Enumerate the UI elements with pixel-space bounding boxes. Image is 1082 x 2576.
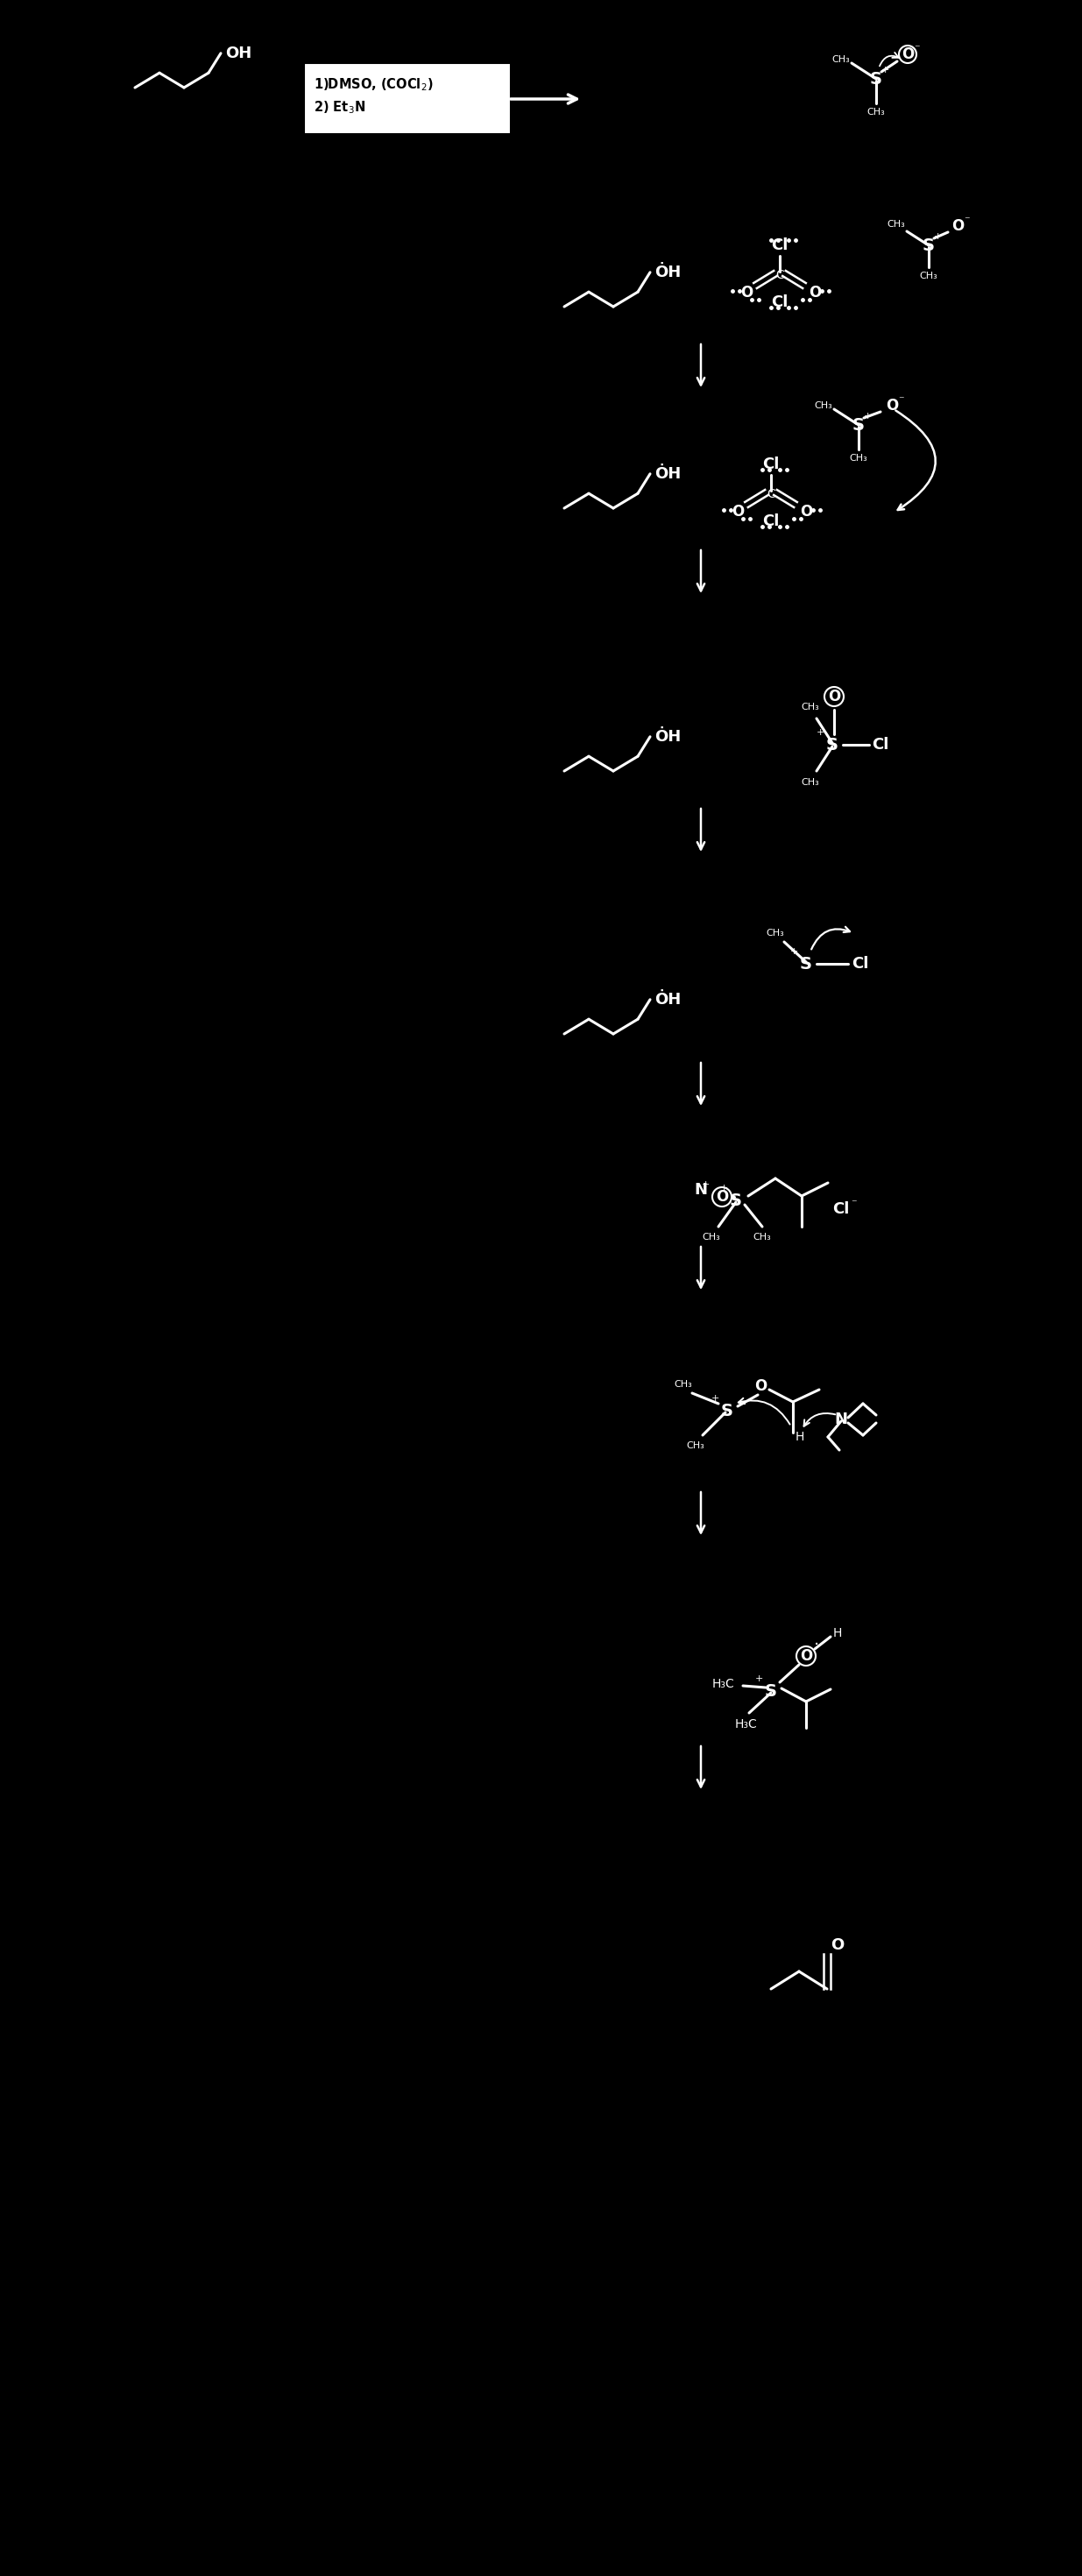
Text: ȮH: ȮH [655, 729, 681, 744]
Text: H: H [833, 1628, 842, 1638]
Text: H₃C: H₃C [735, 1718, 757, 1731]
Text: ȮH: ȮH [655, 992, 681, 1007]
Text: +: + [863, 412, 871, 420]
Text: S: S [765, 1682, 777, 1700]
Text: Cl: Cl [763, 513, 779, 528]
Text: +: + [754, 1674, 763, 1682]
Text: O: O [951, 219, 964, 234]
Text: CH₃: CH₃ [802, 703, 819, 711]
Text: O: O [740, 286, 753, 301]
Text: N: N [834, 1412, 847, 1427]
Text: O: O [715, 1190, 728, 1206]
Text: CH₃: CH₃ [702, 1234, 721, 1242]
Text: H₃C: H₃C [712, 1677, 734, 1690]
Text: ⁻: ⁻ [963, 216, 969, 227]
Text: O: O [831, 1937, 844, 1953]
FancyBboxPatch shape [304, 62, 511, 134]
Text: Cl: Cl [872, 737, 889, 752]
Text: O: O [731, 505, 744, 520]
Text: N: N [695, 1182, 708, 1198]
Text: +: + [934, 232, 941, 242]
Text: CH₃: CH₃ [815, 402, 833, 410]
Text: S: S [721, 1401, 734, 1419]
Text: CH₃: CH₃ [920, 270, 938, 281]
Text: CH₃: CH₃ [867, 108, 885, 116]
Text: CH₃: CH₃ [753, 1234, 771, 1242]
Text: OH: OH [225, 46, 251, 62]
Text: +: + [720, 1185, 728, 1193]
Text: H: H [795, 1430, 804, 1443]
Text: O: O [886, 397, 898, 415]
Text: C: C [776, 268, 784, 281]
Text: O: O [901, 46, 914, 62]
Text: S: S [923, 237, 935, 252]
Text: CH₃: CH₃ [766, 930, 784, 938]
Text: CH₃: CH₃ [887, 219, 906, 229]
Text: O: O [800, 1649, 813, 1664]
Text: S: S [729, 1193, 742, 1208]
Text: C: C [767, 487, 775, 500]
Text: S: S [853, 417, 865, 433]
Text: +: + [881, 67, 889, 75]
Text: ⁻: ⁻ [898, 394, 903, 407]
Text: ȮH: ȮH [655, 265, 681, 281]
Text: O: O [754, 1378, 767, 1394]
Text: ⁻: ⁻ [850, 1198, 856, 1211]
Text: +: + [816, 729, 824, 737]
Text: O: O [828, 688, 841, 703]
Text: Cl: Cl [852, 956, 869, 971]
Text: Cl: Cl [763, 456, 779, 471]
Text: ⁻: ⁻ [913, 44, 920, 54]
Text: Cl: Cl [771, 237, 788, 252]
Text: +: + [711, 1394, 720, 1404]
Text: CH₃: CH₃ [802, 778, 819, 786]
Text: O: O [800, 505, 813, 520]
Text: Cl: Cl [771, 294, 788, 309]
Text: 1)DMSO, (COCl$_2$): 1)DMSO, (COCl$_2$) [314, 77, 433, 93]
Text: S: S [800, 956, 813, 971]
Text: Cl: Cl [832, 1200, 849, 1216]
Text: CH₃: CH₃ [674, 1381, 692, 1388]
Text: ȮH: ȮH [655, 466, 681, 482]
Text: +: + [701, 1180, 710, 1190]
Text: S: S [827, 737, 839, 752]
Text: S: S [870, 70, 882, 88]
Text: O: O [808, 286, 821, 301]
Text: +: + [790, 948, 797, 956]
Text: 2) Et$_3$N: 2) Et$_3$N [314, 100, 366, 116]
Text: CH₃: CH₃ [687, 1443, 704, 1450]
Text: ·: · [814, 1636, 819, 1654]
Text: CH₃: CH₃ [832, 54, 850, 64]
Text: CH₃: CH₃ [849, 453, 868, 464]
